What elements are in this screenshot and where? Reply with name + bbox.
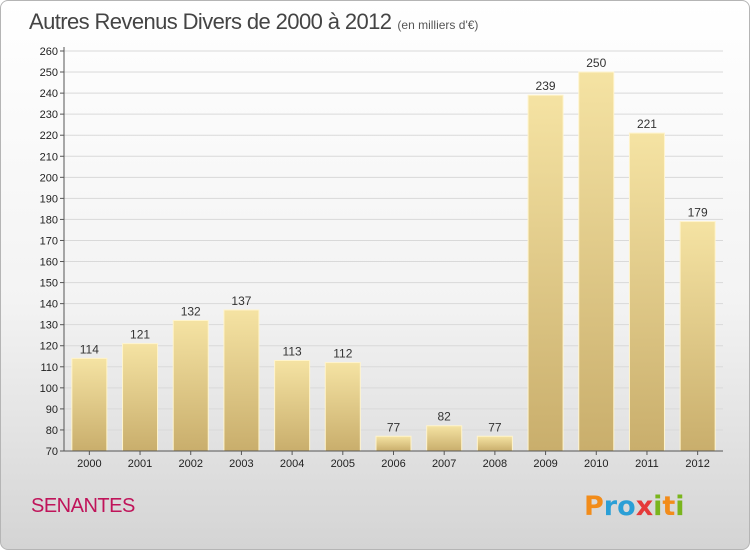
bar-2003 — [223, 309, 260, 452]
y-tick-label: 240 — [40, 88, 58, 100]
x-tick-label: 2007 — [432, 458, 456, 470]
data-label-2006: 77 — [387, 420, 401, 434]
x-tick-label: 2003 — [229, 458, 253, 470]
logo-letter: i — [653, 491, 663, 522]
bar-2008 — [476, 435, 513, 452]
chart-title: Autres Revenus Divers de 2000 à 2012 (en … — [29, 9, 478, 35]
data-label-2005: 112 — [333, 347, 352, 361]
y-tick-label: 130 — [40, 320, 58, 332]
data-label-2004: 113 — [283, 344, 302, 358]
x-tick-label: 2002 — [178, 458, 202, 470]
x-tick-label: 2004 — [280, 458, 304, 470]
bar-2011 — [628, 132, 665, 452]
bar-2012 — [679, 221, 716, 452]
data-label-2012: 179 — [688, 206, 708, 220]
logo-letter: i — [675, 491, 685, 522]
x-tick-label: 2011 — [635, 458, 659, 470]
logo-letter: P — [584, 491, 604, 522]
y-tick-label: 80 — [46, 425, 58, 437]
bar-2000 — [71, 357, 108, 452]
y-tick-label: 160 — [40, 257, 58, 269]
y-tick-label: 140 — [40, 299, 58, 311]
data-label-2011: 221 — [637, 117, 657, 131]
data-label-2002: 132 — [181, 304, 201, 318]
x-tick-label: 2006 — [381, 458, 405, 470]
y-tick-label: 210 — [40, 151, 58, 163]
chart-subtitle: (en milliers d'€) — [397, 18, 479, 32]
bar-2002 — [172, 319, 209, 452]
data-label-2001: 121 — [130, 328, 150, 342]
title-text: Autres Revenus Divers de 2000 à 2012 — [29, 9, 392, 34]
y-tick-label: 190 — [40, 193, 58, 205]
bar-2005 — [324, 362, 361, 452]
bar-2004 — [274, 359, 311, 452]
data-label-2000: 114 — [80, 342, 99, 356]
y-tick-label: 180 — [40, 214, 58, 226]
proxiti-logo: Proxiti — [584, 491, 685, 522]
logo-letter: r — [603, 491, 618, 522]
data-label-2010: 250 — [586, 56, 606, 70]
y-tick-label: 250 — [40, 67, 58, 79]
y-tick-label: 100 — [40, 383, 58, 395]
y-tick-label: 260 — [40, 46, 58, 58]
y-tick-label: 150 — [40, 278, 58, 290]
x-tick-label: 2001 — [128, 458, 152, 470]
y-tick-label: 70 — [46, 446, 58, 458]
logo-letter: o — [617, 491, 636, 522]
data-label-2003: 137 — [231, 294, 251, 308]
grid-lines — [64, 50, 723, 431]
bar-2007 — [426, 425, 463, 452]
data-label-2007: 82 — [438, 410, 452, 424]
x-tick-label: 2010 — [584, 458, 608, 470]
y-tick-label: 170 — [40, 235, 58, 247]
y-tick-label: 120 — [40, 341, 58, 353]
bar-2010 — [578, 71, 615, 452]
y-tick-label: 200 — [40, 172, 58, 184]
x-tick-label: 2008 — [483, 458, 507, 470]
bar-2009 — [527, 94, 564, 452]
x-tick-label: 2012 — [685, 458, 709, 470]
axes — [60, 47, 723, 455]
logo-letter: x — [635, 491, 654, 522]
labels: 7080901001101201301401501601701801902002… — [40, 46, 710, 470]
y-tick-label: 220 — [40, 130, 58, 142]
y-tick-label: 90 — [46, 404, 58, 416]
x-tick-label: 2005 — [331, 458, 355, 470]
data-label-2008: 77 — [488, 420, 502, 434]
y-tick-label: 230 — [40, 109, 58, 121]
commune-name: SENANTES — [31, 495, 135, 517]
x-tick-label: 2000 — [77, 458, 101, 470]
logo-letter: t — [662, 491, 676, 522]
x-tick-label: 2009 — [533, 458, 557, 470]
data-label-2009: 239 — [536, 79, 556, 93]
bars — [71, 71, 716, 452]
bar-2001 — [122, 343, 159, 452]
y-tick-label: 110 — [40, 362, 58, 374]
bar-2006 — [375, 435, 412, 452]
